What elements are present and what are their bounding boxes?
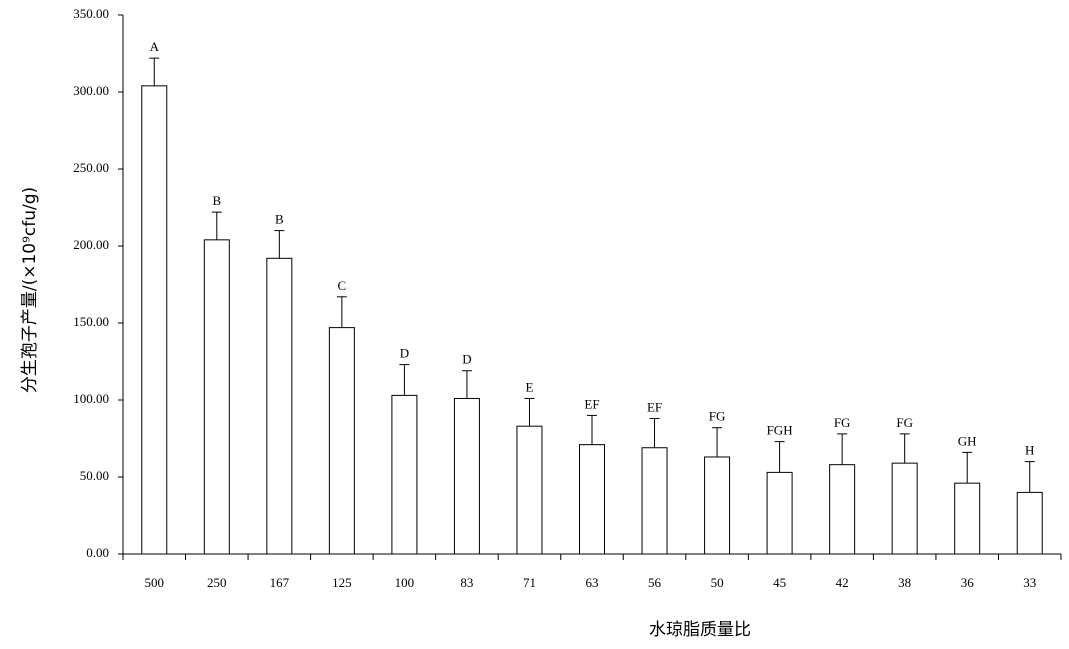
x-tick-label: 36 (961, 575, 975, 590)
x-tick-label: 167 (270, 575, 290, 590)
bar (203, 239, 230, 555)
bar (1016, 491, 1043, 555)
bar (704, 456, 731, 555)
x-tick-label: 500 (145, 575, 165, 590)
x-tick-label: 250 (207, 575, 227, 590)
significance-letter: H (1025, 443, 1034, 458)
bar (391, 394, 418, 555)
x-tick-label: 100 (395, 575, 415, 590)
y-tick-label: 100.00 (73, 391, 109, 406)
bar (579, 444, 605, 555)
significance-letter: EF (647, 399, 662, 414)
y-axis-label: 分生孢子产量/(×10⁹cfu/g) (20, 187, 40, 393)
x-tick-label: 83 (460, 575, 473, 590)
x-tick-label: 71 (523, 575, 536, 590)
significance-letter: GH (958, 433, 977, 448)
bar (954, 482, 981, 555)
x-tick-label: 56 (648, 575, 662, 590)
y-tick-label: 350.00 (73, 6, 109, 21)
y-tick-label: 50.00 (80, 468, 109, 483)
significance-letter: FG (834, 415, 851, 430)
significance-letter: EF (584, 396, 599, 411)
bar (141, 85, 168, 555)
y-tick-label: 150.00 (73, 314, 109, 329)
x-tick-label: 45 (773, 575, 786, 590)
bar (641, 447, 668, 555)
x-tick-label: 63 (586, 575, 599, 590)
x-tick-label: 38 (898, 575, 911, 590)
y-tick-label: 200.00 (73, 237, 109, 252)
significance-letter: A (150, 39, 160, 54)
significance-letter: D (400, 346, 409, 361)
y-tick-label: 250.00 (73, 160, 109, 175)
bar (891, 462, 918, 555)
y-tick-label: 0.00 (86, 545, 109, 560)
bar (328, 327, 355, 555)
x-tick-label: 42 (836, 575, 849, 590)
significance-letter: FG (896, 415, 913, 430)
significance-letter: D (462, 352, 471, 367)
significance-letter: B (212, 193, 221, 208)
bar (766, 471, 793, 555)
x-tick-label: 50 (711, 575, 724, 590)
significance-letter: B (275, 212, 284, 227)
y-tick-label: 300.00 (73, 83, 109, 98)
bar (829, 464, 856, 555)
significance-letter: C (338, 278, 347, 293)
x-tick-label: 33 (1023, 575, 1036, 590)
significance-letter: E (525, 379, 533, 394)
bar (266, 257, 293, 555)
bar (453, 397, 480, 555)
significance-letter: FG (709, 409, 726, 424)
bar (516, 425, 543, 555)
x-tick-label: 125 (332, 575, 352, 590)
significance-letter: FGH (767, 423, 793, 438)
x-axis-label: 水琼脂质量比 (649, 620, 751, 640)
